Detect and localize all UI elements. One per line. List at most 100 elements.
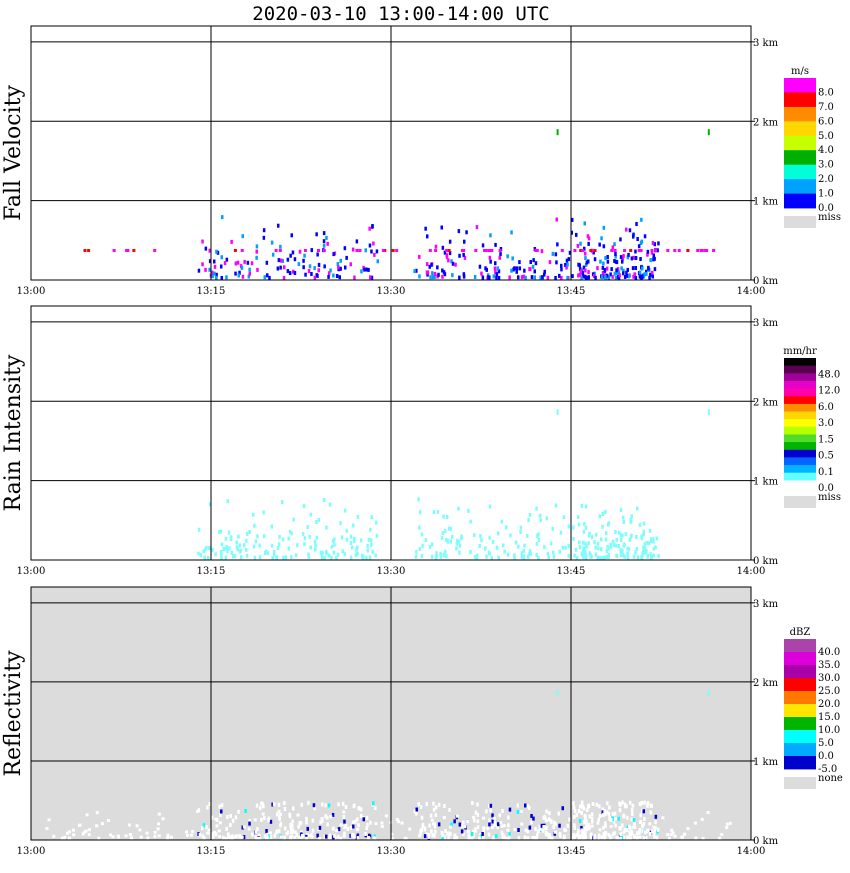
data-cell — [463, 239, 466, 244]
data-cell — [454, 262, 457, 267]
data-cell — [291, 819, 294, 824]
data-cell — [476, 812, 480, 817]
data-cell — [282, 555, 285, 560]
data-cell — [294, 553, 298, 558]
data-cell — [626, 815, 629, 820]
data-cell — [626, 551, 629, 556]
data-cell — [458, 253, 461, 258]
x-tick-label: 14:00 — [737, 846, 766, 857]
data-cell — [281, 537, 285, 542]
data-cell — [581, 270, 584, 275]
data-cell — [419, 510, 422, 515]
data-cell — [279, 265, 282, 270]
data-cell — [440, 535, 444, 540]
data-cell — [473, 818, 476, 823]
panel-frame — [30, 25, 752, 281]
data-cell — [540, 823, 544, 828]
data-cell — [432, 807, 436, 812]
data-cell — [554, 822, 557, 827]
data-cell — [95, 811, 99, 815]
data-cell — [556, 689, 559, 696]
data-cell — [528, 549, 532, 554]
data-cell — [296, 813, 300, 817]
data-cell — [346, 827, 349, 831]
data-cell — [323, 264, 326, 269]
data-cell — [643, 234, 647, 239]
data-cell — [428, 264, 431, 269]
data-cell — [265, 260, 269, 265]
data-cell — [157, 812, 161, 816]
data-cell — [286, 269, 290, 274]
data-cell — [343, 246, 347, 251]
data-cell — [652, 546, 656, 551]
data-cell — [333, 833, 336, 838]
data-cell — [349, 833, 352, 838]
data-cell — [597, 835, 601, 840]
data-cell — [458, 822, 462, 827]
data-cell — [235, 545, 239, 550]
colorbar-label: 6.0 — [818, 402, 834, 413]
data-cell — [197, 527, 201, 532]
data-cell — [619, 508, 623, 512]
colorbar-swatch — [784, 150, 816, 165]
data-cell — [488, 822, 491, 827]
data-cell — [292, 806, 295, 811]
data-cell — [606, 801, 609, 806]
data-cell — [366, 543, 369, 548]
data-cell — [450, 822, 453, 827]
data-cell — [633, 834, 636, 839]
data-cell — [240, 835, 244, 839]
data-cell — [593, 249, 597, 252]
data-cell — [218, 804, 221, 809]
data-cell — [197, 268, 201, 273]
data-cell — [524, 275, 527, 280]
data-cell — [578, 263, 581, 268]
data-cell — [358, 249, 362, 252]
data-cell — [309, 512, 313, 517]
data-cell — [520, 554, 524, 559]
data-cell — [515, 269, 518, 274]
data-cell — [161, 817, 165, 821]
data-cell — [300, 802, 303, 807]
grid — [31, 306, 751, 560]
data-cell — [683, 832, 687, 836]
data-cell — [614, 817, 618, 821]
data-cell — [349, 262, 352, 267]
data-cell — [693, 821, 697, 825]
data-cell — [616, 267, 620, 272]
data-cell — [453, 819, 456, 824]
data-cell — [433, 833, 436, 838]
data-cell — [619, 832, 622, 837]
data-cell — [356, 551, 359, 556]
data-cell — [601, 810, 604, 815]
data-cell — [301, 531, 305, 536]
data-cell — [706, 811, 710, 814]
data-cell — [357, 806, 360, 811]
colorbar-missing-swatch — [784, 777, 816, 789]
data-cell — [489, 259, 492, 264]
data-cell — [533, 269, 536, 274]
data-cell — [462, 832, 465, 837]
data-cell — [269, 831, 272, 835]
data-cell — [287, 536, 290, 541]
y-tick-label: 1 km — [753, 197, 779, 208]
data-cell — [321, 550, 324, 555]
data-cell — [607, 552, 610, 557]
data-cell — [597, 817, 600, 822]
data-cell — [201, 826, 204, 831]
data-cell — [431, 271, 434, 276]
data-cell — [584, 555, 588, 560]
data-cell — [651, 829, 654, 834]
data-cell — [575, 813, 578, 817]
data-cells — [45, 689, 732, 840]
data-cell — [584, 816, 587, 821]
data-cell — [606, 522, 610, 527]
data-cell — [220, 556, 223, 560]
data-cell — [302, 504, 306, 509]
data-cell — [498, 813, 501, 818]
data-cell — [587, 259, 590, 264]
data-cell — [646, 554, 649, 559]
data-cell — [543, 545, 546, 550]
colorbar-label: 35.0 — [818, 660, 840, 671]
data-cell — [333, 537, 336, 542]
